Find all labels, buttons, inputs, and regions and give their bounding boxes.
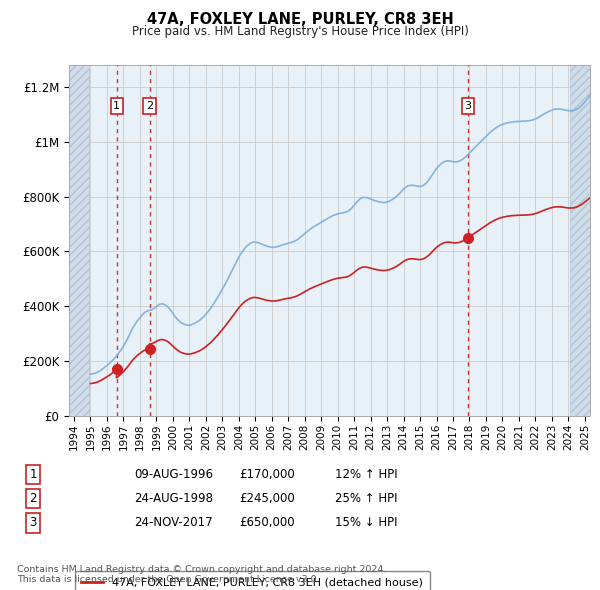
Text: 2: 2 — [29, 492, 37, 505]
Text: £245,000: £245,000 — [239, 492, 295, 505]
Text: 3: 3 — [464, 101, 472, 111]
Bar — [69, 65, 89, 416]
Text: 24-AUG-1998: 24-AUG-1998 — [134, 492, 213, 505]
Text: 1: 1 — [113, 101, 120, 111]
Text: 2: 2 — [146, 101, 154, 111]
Text: Price paid vs. HM Land Registry's House Price Index (HPI): Price paid vs. HM Land Registry's House … — [131, 25, 469, 38]
Text: 1: 1 — [29, 468, 37, 481]
Text: 47A, FOXLEY LANE, PURLEY, CR8 3EH: 47A, FOXLEY LANE, PURLEY, CR8 3EH — [146, 12, 454, 27]
Text: 09-AUG-1996: 09-AUG-1996 — [134, 468, 213, 481]
Bar — [569, 65, 590, 416]
Text: 12% ↑ HPI: 12% ↑ HPI — [335, 468, 397, 481]
Text: 25% ↑ HPI: 25% ↑ HPI — [335, 492, 397, 505]
Text: 3: 3 — [29, 516, 37, 529]
Text: 24-NOV-2017: 24-NOV-2017 — [134, 516, 212, 529]
Text: £650,000: £650,000 — [239, 516, 295, 529]
Text: 15% ↓ HPI: 15% ↓ HPI — [335, 516, 397, 529]
Text: £170,000: £170,000 — [239, 468, 295, 481]
Text: Contains HM Land Registry data © Crown copyright and database right 2024.
This d: Contains HM Land Registry data © Crown c… — [17, 565, 386, 584]
Legend: 47A, FOXLEY LANE, PURLEY, CR8 3EH (detached house), HPI: Average price, detached: 47A, FOXLEY LANE, PURLEY, CR8 3EH (detac… — [74, 571, 430, 590]
